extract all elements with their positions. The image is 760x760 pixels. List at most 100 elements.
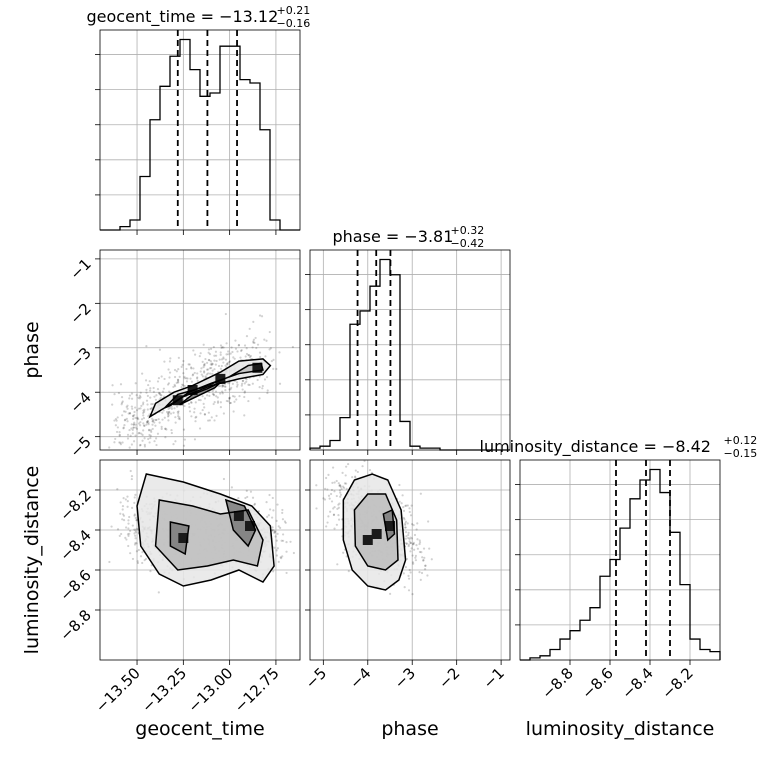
scatter-geocent-time-luminosity-distance-point	[108, 560, 111, 564]
scatter-geocent-time-luminosity-distance-point	[279, 526, 282, 529]
scatter-geocent-time-phase-point	[170, 431, 173, 435]
scatter-phase-luminosity-distance-point	[414, 554, 417, 557]
scatter-geocent-time-phase-point	[181, 383, 184, 386]
scatter-phase-luminosity-distance-point	[405, 535, 408, 538]
scatter-geocent-time-phase-contour-middle	[164, 362, 264, 409]
scatter-geocent-time-luminosity-distance-point	[134, 537, 137, 540]
scatter-geocent-time-luminosity-distance-ytick-label: −8.2	[56, 486, 94, 524]
scatter-geocent-time-phase-point	[134, 382, 137, 385]
scatter-geocent-time-phase-point	[164, 436, 167, 439]
scatter-geocent-time-luminosity-distance-point	[119, 512, 122, 515]
scatter-geocent-time-phase-point	[133, 413, 136, 417]
hist-luminosity-distance-bar	[670, 532, 680, 660]
scatter-geocent-time-phase-point	[169, 412, 173, 415]
scatter-geocent-time-phase-point	[124, 410, 127, 413]
scatter-phase-luminosity-distance-point	[342, 551, 345, 554]
scatter-geocent-time-phase-point	[144, 379, 148, 382]
scatter-geocent-time-phase-point	[126, 407, 129, 410]
scatter-geocent-time-phase-point	[203, 406, 206, 409]
scatter-phase-luminosity-distance-xtick-label: −5	[302, 664, 330, 692]
scatter-geocent-time-phase-point	[137, 396, 140, 399]
scatter-geocent-time-phase-point	[182, 444, 186, 447]
scatter-geocent-time-phase-point	[161, 418, 164, 421]
scatter-phase-luminosity-distance-point	[407, 533, 410, 537]
scatter-geocent-time-phase-point	[201, 375, 205, 378]
scatter-geocent-time-luminosity-distance-point	[134, 529, 137, 532]
scatter-geocent-time-luminosity-distance-point	[267, 514, 270, 517]
scatter-geocent-time-phase-point	[208, 367, 212, 370]
scatter-geocent-time-phase-point	[134, 426, 137, 429]
scatter-phase-luminosity-distance-dense-cell	[362, 535, 373, 545]
scatter-geocent-time-phase-point	[252, 320, 255, 323]
scatter-geocent-time-phase-point	[228, 360, 231, 364]
scatter-geocent-time-phase-point	[183, 377, 186, 380]
scatter-geocent-time-phase-point	[139, 407, 142, 410]
scatter-geocent-time-phase-point	[141, 433, 144, 437]
scatter-geocent-time-luminosity-distance-point	[266, 515, 269, 518]
scatter-geocent-time-luminosity-distance-point	[130, 506, 134, 509]
scatter-geocent-time-luminosity-distance-point	[273, 531, 276, 534]
scatter-phase-luminosity-distance-point	[415, 528, 418, 531]
scatter-geocent-time-luminosity-distance-point	[284, 521, 287, 524]
scatter-geocent-time-phase-point	[147, 423, 150, 426]
scatter-phase-luminosity-distance-point	[315, 484, 318, 487]
scatter-geocent-time-phase-point	[193, 411, 196, 414]
hist-luminosity-distance-bar	[690, 639, 700, 660]
scatter-geocent-time-phase-point	[167, 368, 170, 371]
scatter-geocent-time-luminosity-distance-point	[136, 561, 140, 565]
scatter-geocent-time-phase-point	[141, 439, 144, 442]
scatter-geocent-time-luminosity-distance-point	[281, 508, 284, 512]
scatter-geocent-time-phase-point	[169, 357, 172, 360]
scatter-geocent-time-phase-point	[213, 401, 216, 404]
hist-geocent-time-frame	[99, 29, 301, 231]
scatter-geocent-time-luminosity-distance-point	[122, 514, 126, 517]
scatter-geocent-time-luminosity-distance-point	[129, 552, 132, 555]
scatter-phase-luminosity-distance-point	[411, 523, 414, 526]
scatter-geocent-time-phase-point	[128, 412, 132, 415]
scatter-phase-luminosity-distance-point	[339, 484, 342, 487]
scatter-geocent-time-luminosity-distance-point	[116, 488, 119, 491]
scatter-geocent-time-phase-point	[167, 411, 170, 414]
scatter-phase-luminosity-distance-point	[430, 558, 433, 561]
scatter-geocent-time-luminosity-distance-point	[246, 495, 249, 499]
scatter-geocent-time-phase-point	[123, 424, 126, 427]
scatter-geocent-time-phase-point	[225, 399, 228, 403]
title-geocent-time-minus: −0.16	[277, 17, 311, 30]
scatter-geocent-time-phase-point	[249, 354, 252, 358]
scatter-geocent-time-phase-point	[147, 421, 150, 424]
hist-luminosity-distance-bar	[610, 560, 620, 660]
scatter-geocent-time-luminosity-distance-point	[133, 532, 136, 535]
scatter-geocent-time-phase-point	[181, 363, 184, 366]
scatter-geocent-time-phase-point	[132, 440, 136, 443]
scatter-phase-luminosity-distance-point	[354, 476, 357, 479]
scatter-geocent-time-phase-point	[243, 344, 247, 347]
scatter-geocent-time-phase-point	[128, 428, 131, 432]
scatter-geocent-time-luminosity-distance-point	[137, 548, 140, 552]
title-luminosity-distance-plus: +0.12	[724, 434, 758, 447]
title-phase-minus: −0.42	[451, 237, 485, 250]
scatter-geocent-time-phase-point	[170, 407, 173, 410]
scatter-phase-luminosity-distance-point	[416, 538, 419, 541]
scatter-geocent-time-phase-point	[199, 370, 202, 373]
scatter-phase-luminosity-distance-point	[337, 506, 340, 509]
scatter-phase-luminosity-distance-point	[332, 513, 336, 517]
scatter-phase-luminosity-distance-point	[424, 564, 427, 567]
scatter-geocent-time-luminosity-distance-point	[126, 533, 130, 536]
scatter-phase-luminosity-distance-point	[336, 563, 339, 566]
scatter-geocent-time-phase-point	[151, 427, 154, 431]
scatter-geocent-time-phase-point	[203, 370, 206, 373]
scatter-geocent-time-phase-point	[237, 343, 241, 347]
scatter-phase-luminosity-distance-point	[340, 487, 343, 491]
scatter-geocent-time-phase-point	[228, 360, 232, 363]
scatter-phase-luminosity-distance-point	[315, 507, 318, 510]
hist-geocent-time-bar	[260, 130, 270, 230]
scatter-geocent-time-phase-point	[122, 426, 125, 429]
scatter-geocent-time-luminosity-distance-xtick-label: −13.50	[92, 664, 144, 716]
scatter-geocent-time-phase-point	[148, 380, 151, 383]
scatter-geocent-time-phase-point	[239, 356, 242, 359]
hist-geocent-time-bar	[270, 220, 280, 230]
scatter-geocent-time-phase-point	[157, 391, 161, 394]
scatter-geocent-time-luminosity-distance-point	[133, 496, 136, 499]
scatter-geocent-time-phase-point	[108, 446, 111, 449]
scatter-geocent-time-phase-point	[166, 383, 170, 386]
